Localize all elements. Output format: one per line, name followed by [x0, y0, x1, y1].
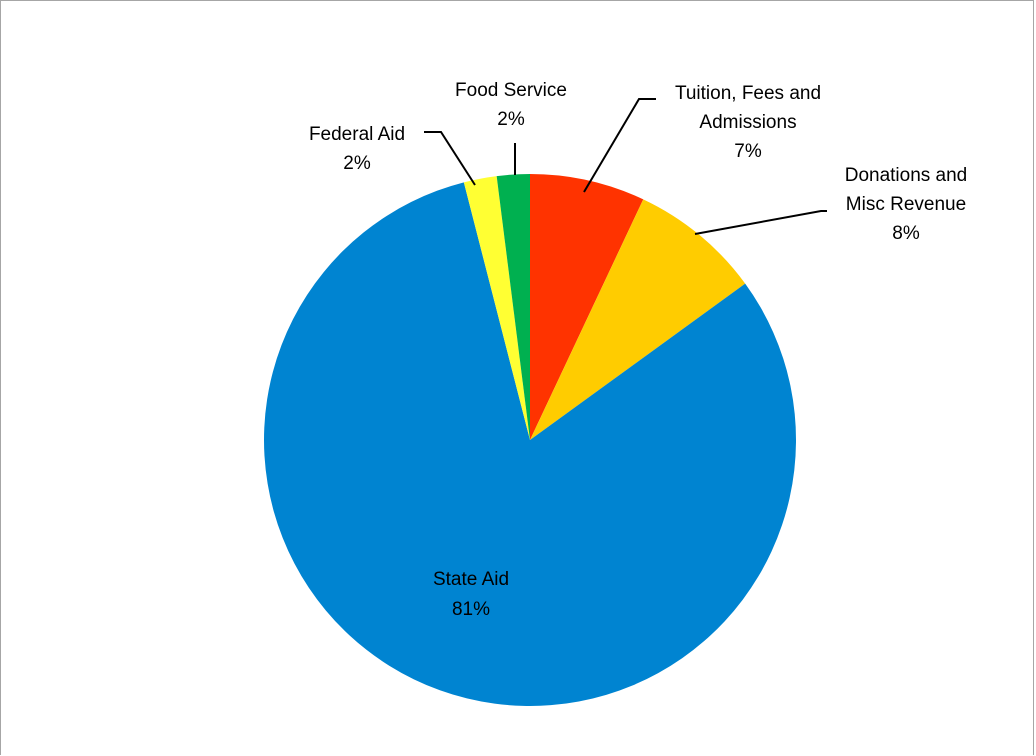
leader-line: [694, 210, 827, 235]
slice-name: Donations and: [845, 165, 968, 186]
slice-name: Admissions: [699, 112, 796, 133]
slice-name: Federal Aid: [309, 124, 405, 145]
slice-label: State Aid 81%: [433, 569, 509, 620]
slice-labels: Tuition, Fees and Admissions 7% Donations a…: [309, 80, 967, 620]
slice-name: Food Service: [455, 80, 567, 101]
slice-name: Tuition, Fees and: [675, 83, 821, 104]
slice-percent: 7%: [734, 141, 762, 162]
pie-slice-state-aid: [264, 182, 797, 707]
slice-label: Donations and Misc Revenue 8%: [845, 165, 968, 244]
slice-label: Tuition, Fees and Admissions 7%: [675, 83, 821, 162]
slice-name: Misc Revenue: [846, 194, 966, 215]
slice-percent: 2%: [497, 109, 525, 130]
slice-percent: 8%: [892, 223, 920, 244]
slice-name: State Aid: [433, 569, 509, 590]
leader-lines: [424, 98, 827, 235]
pie-slice-federal-aid: [463, 176, 530, 440]
leader-line: [583, 98, 656, 193]
pie-slice-food-service: [496, 174, 530, 440]
pie-slices: [264, 174, 797, 707]
leader-line: [424, 131, 476, 186]
slice-percent: 81%: [452, 599, 490, 620]
slice-label: Federal Aid 2%: [309, 124, 405, 174]
pie-slice-tuition-fees-and-admissions: [530, 174, 644, 440]
slice-label: Food Service 2%: [455, 80, 567, 130]
pie-slice-donations-and-misc-revenue: [530, 199, 746, 440]
slice-percent: 2%: [343, 153, 371, 174]
